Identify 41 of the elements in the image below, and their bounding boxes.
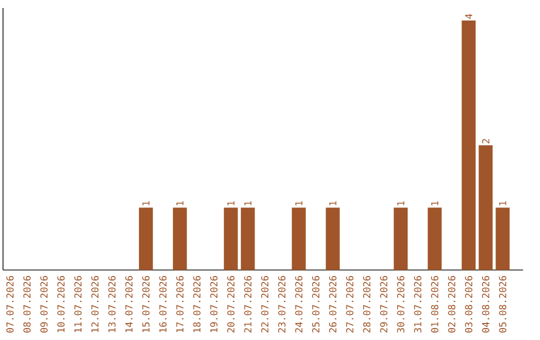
x-tick-label: 10.07.2026 xyxy=(57,276,65,332)
x-tick-label: 13.07.2026 xyxy=(108,276,116,332)
x-tick-label: 27.07.2026 xyxy=(346,276,354,332)
x-tick-label: 15.07.2026 xyxy=(142,276,150,332)
x-tick-label: 30.07.2026 xyxy=(397,276,404,333)
x-tick-label: 22.07.2026 xyxy=(261,276,268,332)
x-tick-label: 12.07.2026 xyxy=(91,276,99,332)
x-tick-label: 29.07.2026 xyxy=(380,276,388,332)
x-tick-label: 08.07.2026 xyxy=(23,276,31,333)
data-label: 1 xyxy=(244,201,252,206)
data-label: 1 xyxy=(227,201,234,206)
data-label: 1 xyxy=(431,201,438,206)
x-tick-label: 20.07.2026 xyxy=(227,276,234,332)
x-tick-label: 04.08.2026 xyxy=(482,276,490,333)
x-tick-label: 11.07.2026 xyxy=(74,276,82,332)
x-tick-label: 01.08.2026 xyxy=(431,276,438,333)
x-tick-label: 21.07.2026 xyxy=(244,276,252,332)
x-tick-label: 18.07.2026 xyxy=(193,276,201,332)
x-tick-label: 07.07.2026 xyxy=(6,276,14,333)
x-tick-label: 28.07.2026 xyxy=(363,276,370,332)
x-tick-label: 25.07.2026 xyxy=(312,276,320,332)
data-label: 1 xyxy=(295,201,302,206)
data-label: 1 xyxy=(397,201,404,206)
x-tick-label: 23.07.2026 xyxy=(278,276,286,332)
x-tick-label: 26.07.2026 xyxy=(329,276,336,332)
x-tick-label: 02.08.2026 xyxy=(448,276,456,333)
data-label: 1 xyxy=(499,201,506,206)
x-tick-label: 17.07.2026 xyxy=(176,276,184,332)
x-tick-label: 14.07.2026 xyxy=(125,276,133,332)
data-label: 1 xyxy=(329,201,336,206)
x-tick-label: 03.08.2026 xyxy=(465,276,472,333)
x-tick-label: 16.07.2026 xyxy=(159,276,167,332)
x-tick-label: 19.07.2026 xyxy=(210,276,218,332)
x-tick-label: 31.07.2026 xyxy=(414,276,422,333)
data-label: 4 xyxy=(465,14,472,19)
data-label: 2 xyxy=(482,139,490,144)
data-label: 1 xyxy=(142,201,150,206)
data-label: 1 xyxy=(176,201,184,206)
x-tick-label: 05.08.2026 xyxy=(499,276,506,333)
x-tick-label: 24.07.2026 xyxy=(295,276,302,332)
x-tick-label: 09.07.2026 xyxy=(40,276,48,333)
